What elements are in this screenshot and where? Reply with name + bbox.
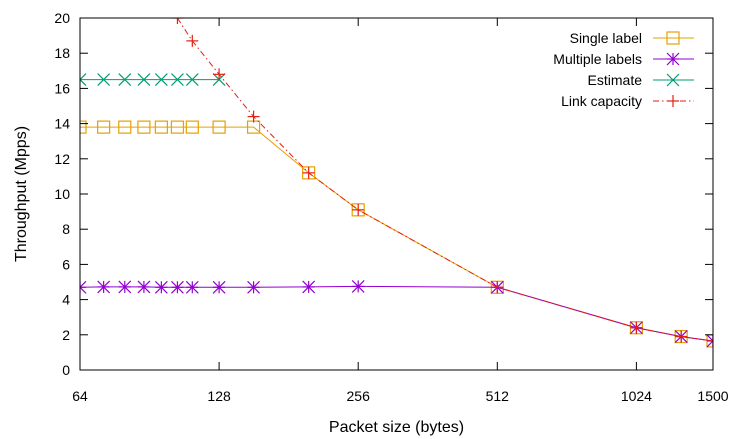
data-point-multiple-labels (212, 280, 226, 294)
data-point-link-capacity (213, 68, 226, 81)
data-point-single-label (212, 120, 226, 134)
data-point-single-label (137, 120, 151, 134)
legend-marker-link-capacity (667, 95, 679, 107)
legend-item-single-label: Single label (570, 30, 694, 46)
y-tick-label: 4 (62, 292, 70, 308)
data-point-estimate (171, 73, 184, 87)
legend-marker-estimate (666, 73, 680, 87)
data-point-multiple-labels (154, 280, 168, 294)
series-estimate (80, 73, 226, 87)
legend-label: Multiple labels (553, 51, 642, 67)
y-tick-label: 20 (54, 10, 70, 26)
x-tick-label: 1500 (697, 388, 728, 404)
y-tick-label: 16 (54, 80, 70, 96)
data-point-link-capacity (352, 203, 365, 216)
y-tick-label: 10 (54, 186, 70, 202)
data-point-estimate (137, 73, 151, 87)
plot-frame (79, 17, 714, 371)
legend-marker-multiple-labels (666, 52, 680, 66)
legend-item-multiple-labels: Multiple labels (553, 51, 694, 67)
y-tick-label: 18 (54, 45, 70, 61)
y-tick-label: 12 (54, 151, 70, 167)
data-point-single-label (80, 120, 87, 134)
data-point-link-capacity (171, 18, 184, 24)
data-point-link-capacity (630, 321, 643, 334)
data-point-estimate (185, 73, 199, 87)
data-point-multiple-labels (97, 280, 111, 294)
legend-label: Link capacity (561, 93, 642, 109)
x-tick-label: 512 (486, 388, 510, 404)
x-tick-label: 1024 (621, 388, 652, 404)
data-point-multiple-labels (118, 280, 132, 294)
data-point-single-label (154, 120, 168, 134)
data-point-multiple-labels (302, 280, 316, 294)
data-point-single-label (97, 120, 111, 134)
data-point-estimate (80, 73, 87, 87)
series-multiple-labels (80, 279, 713, 348)
data-point-estimate (154, 73, 168, 87)
x-tick-label: 128 (207, 388, 231, 404)
legend-item-estimate: Estimate (588, 72, 694, 88)
data-point-multiple-labels (171, 280, 184, 294)
data-point-multiple-labels (137, 280, 151, 294)
data-point-link-capacity (302, 166, 315, 179)
series-line-multiple-labels (80, 285, 713, 342)
x-tick-label: 64 (72, 388, 88, 404)
legend-item-link-capacity: Link capacity (561, 93, 694, 109)
series-line-link-capacity (176, 18, 713, 342)
y-tick-label: 6 (62, 256, 70, 272)
data-point-estimate (118, 73, 132, 87)
data-point-single-label (118, 120, 132, 134)
data-point-multiple-labels (247, 280, 261, 294)
y-axis-label: Throughput (Mpps) (13, 126, 30, 262)
legend: Single label Multiple labels Estimate Link … (553, 30, 694, 109)
data-point-link-capacity (707, 334, 713, 347)
series-single-label (80, 120, 713, 348)
data-point-multiple-labels (185, 280, 199, 294)
data-point-link-capacity (186, 34, 199, 47)
data-point-single-label (185, 120, 199, 134)
data-point-multiple-labels (80, 280, 87, 294)
data-point-link-capacity (675, 330, 688, 343)
data-point-link-capacity (491, 281, 504, 294)
x-tick-label: 256 (347, 388, 371, 404)
data-point-multiple-labels (351, 279, 365, 293)
legend-label: Estimate (588, 72, 643, 88)
x-axis-label: Packet size (bytes) (329, 419, 464, 436)
y-tick-label: 14 (54, 116, 70, 132)
series-line-single-label (80, 126, 713, 342)
data-point-link-capacity (247, 110, 260, 123)
legend-label: Single label (570, 30, 642, 46)
ticks-layer: 0 2 4 6 8 10 12 14 16 18 20 64 128 256 512 1024 1500 (54, 10, 728, 404)
data-point-estimate (97, 73, 111, 87)
y-tick-label: 0 (62, 362, 70, 378)
legend-marker-single-label (666, 31, 680, 45)
y-tick-label: 2 (62, 327, 70, 343)
series-layer (80, 18, 713, 348)
y-tick-label: 8 (62, 221, 70, 237)
data-point-single-label (170, 120, 185, 134)
series-link-capacity (171, 18, 713, 347)
